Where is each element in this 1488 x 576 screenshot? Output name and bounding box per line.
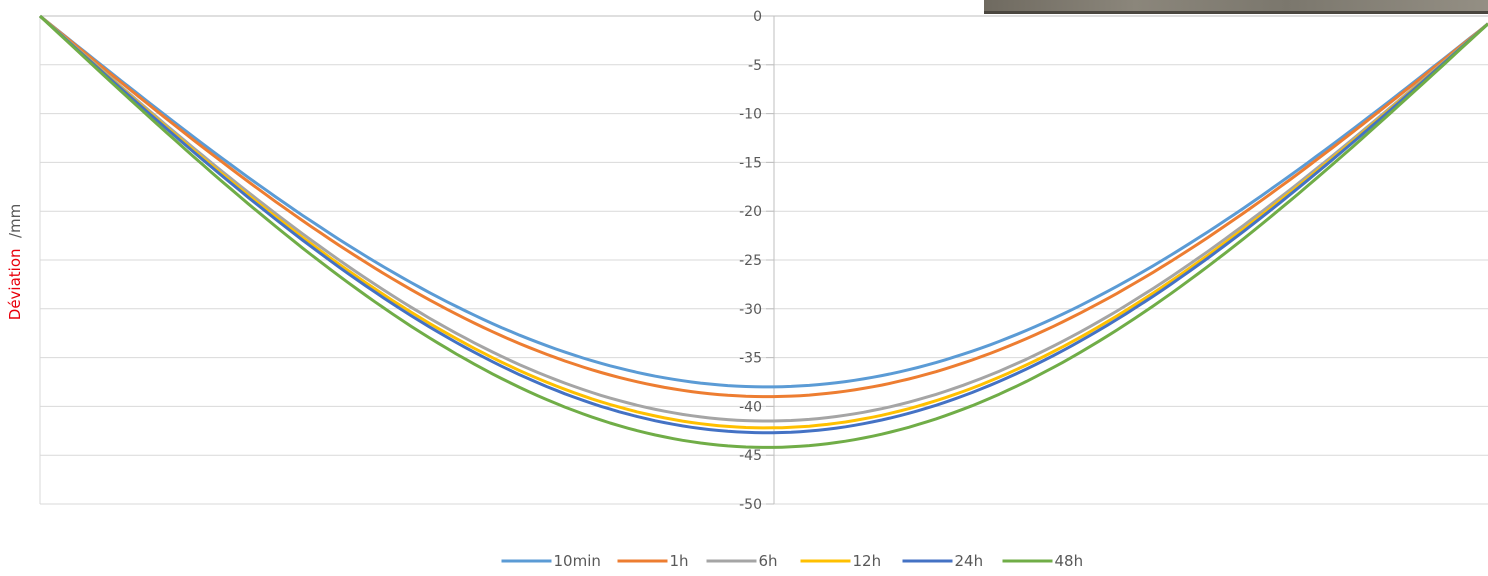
y-tick-label: -20 bbox=[739, 204, 762, 220]
y-tick-label: -45 bbox=[739, 448, 762, 464]
legend-label-48h: 48h bbox=[1055, 552, 1084, 570]
y-tick-label: -15 bbox=[739, 155, 762, 171]
y-tick-label: -30 bbox=[739, 302, 762, 318]
legend: 10min 1h 6h 12h 24h 48h bbox=[502, 552, 1084, 570]
gridlines bbox=[40, 65, 1488, 504]
y-tick-label: 0 bbox=[753, 9, 762, 25]
legend-label-12h: 12h bbox=[853, 552, 882, 570]
y-tick-label: -25 bbox=[739, 253, 762, 269]
series-lines bbox=[40, 16, 1488, 447]
y-axis-label-unit: /mm bbox=[6, 204, 24, 238]
y-tick-label: -50 bbox=[739, 497, 762, 513]
y-tick-label: -40 bbox=[739, 399, 762, 415]
series-line-24h bbox=[40, 16, 1488, 433]
y-axis-label-main: Déviation bbox=[6, 248, 24, 320]
y-tick-label: -35 bbox=[739, 351, 762, 367]
legend-label-24h: 24h bbox=[955, 552, 984, 570]
y-tick-labels: 0 -5 -10 -15 -20 -25 -30 -35 -40 -45 -50 bbox=[739, 9, 762, 513]
y-axis-label: Déviation /mm bbox=[6, 204, 24, 320]
y-tick-label: -10 bbox=[739, 107, 762, 123]
series-line-48h bbox=[40, 16, 1488, 447]
legend-label-6h: 6h bbox=[759, 552, 778, 570]
legend-label-1h: 1h bbox=[670, 552, 689, 570]
legend-label-10min: 10min bbox=[554, 552, 601, 570]
y-tick-label: -5 bbox=[748, 58, 762, 74]
series-line-12h bbox=[40, 16, 1488, 428]
